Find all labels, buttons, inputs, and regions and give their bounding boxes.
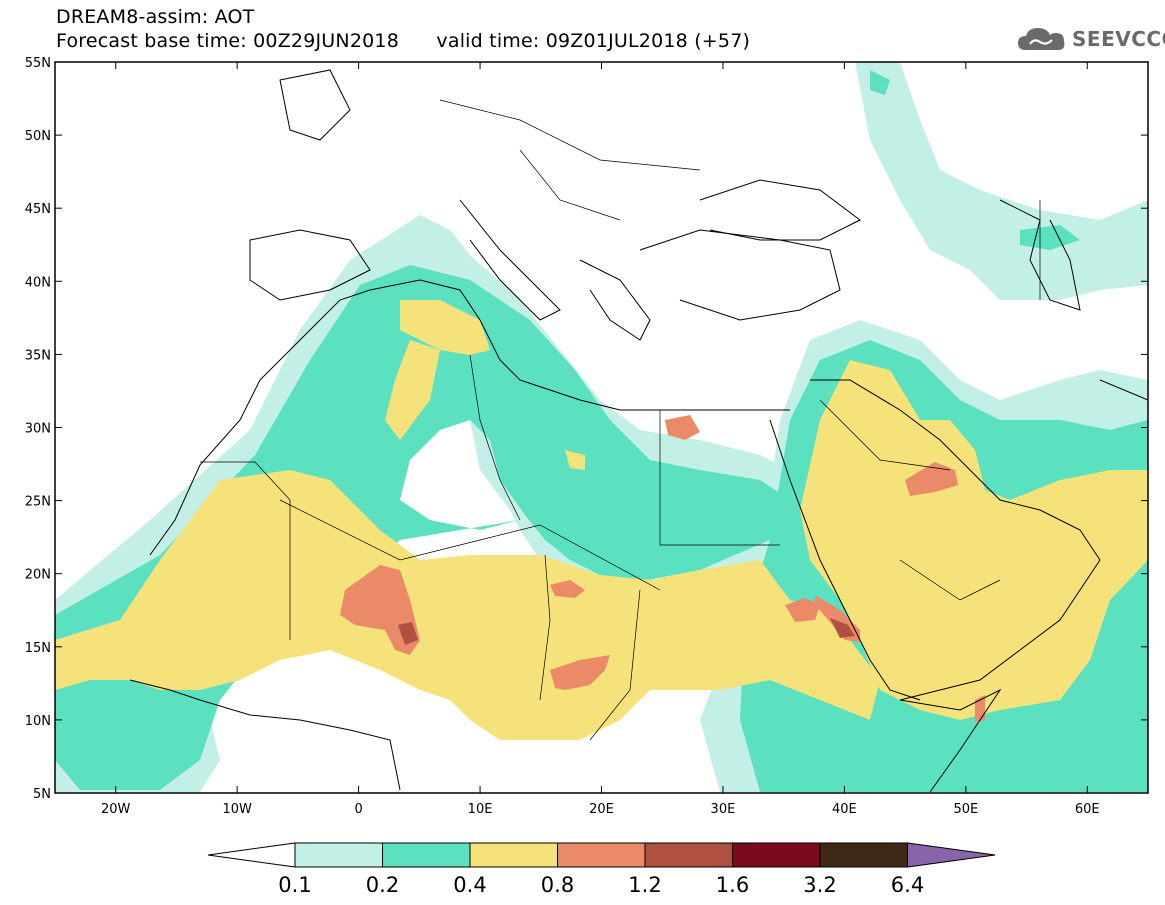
- colorbar-segment: [557, 842, 646, 868]
- aot-contour-0.4: [55, 470, 880, 740]
- lon-tick-label: 20E: [589, 802, 614, 817]
- lat-tick-label: 40N: [25, 275, 51, 290]
- aot-contour-0.2: [1020, 225, 1080, 250]
- lat-tick-label: 15N: [25, 641, 51, 656]
- lon-tick-label: 40E: [832, 802, 857, 817]
- aot-contour-0.4: [565, 450, 585, 470]
- coastline-red-sea: [769, 419, 921, 701]
- colorbar-label: 0.8: [541, 873, 574, 897]
- aot-contour-0.8: [550, 580, 585, 598]
- colorbar-segment: [382, 842, 471, 868]
- border: [589, 589, 641, 741]
- aot-contour-1.2: [830, 618, 855, 638]
- colorbar-segment: [819, 842, 908, 868]
- map-title: DREAM8-assim: AOT: [56, 6, 255, 28]
- border: [469, 354, 521, 521]
- colorbar-label: 1.6: [716, 873, 749, 897]
- lon-tick-label: 10W: [222, 802, 252, 817]
- border: [200, 461, 291, 640]
- colorbar-arrow-high: [907, 842, 996, 868]
- colorbar-label: 6.4: [891, 873, 924, 897]
- coastline-black-sea: [699, 179, 861, 241]
- lat-tick-label: 10N: [25, 714, 51, 729]
- border: [899, 559, 1001, 601]
- coastline-north-africa: [369, 279, 790, 411]
- coastline-turkey: [639, 229, 841, 321]
- lat-tick-label: 55N: [25, 56, 51, 71]
- border: [819, 399, 951, 471]
- logo-text: SEEVCCC: [1072, 27, 1165, 51]
- colorbar-segment: [732, 842, 821, 868]
- cloud-icon: [1018, 28, 1065, 50]
- aot-contour-0.8: [340, 565, 420, 655]
- aot-contour-1.2: [398, 622, 418, 645]
- border: [519, 149, 621, 221]
- border: [539, 554, 551, 701]
- aot-contour-0.4: [400, 300, 490, 355]
- colorbar-segment: [469, 842, 558, 868]
- coastline-horn: [899, 688, 1002, 793]
- coastline-india: [1099, 379, 1148, 401]
- lat-tick-label: 20N: [25, 568, 51, 583]
- lat-tick-label: 30N: [25, 422, 51, 437]
- aot-contour-0.8: [905, 462, 958, 496]
- lat-tick-label: 50N: [25, 129, 51, 144]
- lat-tick-label: 35N: [25, 348, 51, 363]
- coastline-west-africa: [149, 289, 371, 556]
- lat-tick-label: 25N: [25, 495, 51, 510]
- map-subtitle: Forecast base time: 00Z29JUN2018 valid t…: [56, 30, 751, 52]
- aot-contour-0.2: [870, 70, 890, 95]
- coastline-arabia-east: [810, 379, 1101, 701]
- colorbar-segment: [294, 842, 383, 868]
- coastline-uk: [279, 69, 351, 141]
- coastlines: [129, 69, 1148, 793]
- lon-tick-label: 50E: [953, 802, 978, 817]
- aot-contour-0.8: [665, 415, 700, 440]
- colorbar-arrow-low: [207, 842, 296, 868]
- border: [659, 410, 780, 546]
- aot-field: [55, 62, 1148, 792]
- country-borders: [200, 99, 1041, 741]
- seevccc-logo: SEEVCCC: [1016, 22, 1165, 56]
- colorbar-label: 0.1: [278, 873, 311, 897]
- aot-contour-0.1: [855, 62, 1148, 300]
- colorbar-label: 1.2: [628, 873, 661, 897]
- lon-tick-label: 30E: [711, 802, 736, 817]
- aot-contour-0.4: [800, 360, 1148, 720]
- coastline-iberia: [249, 229, 371, 301]
- longitude-ticks: 20W 10W 0 10E 20E 30E 40E 50E 60E: [101, 62, 1100, 817]
- lat-tick-label: 5N: [33, 787, 51, 802]
- coastline-greece: [579, 259, 651, 341]
- aot-contour-0.4: [385, 340, 440, 440]
- lon-tick-label: 0: [354, 802, 362, 817]
- lat-tick-label: 45N: [25, 202, 51, 217]
- border: [439, 99, 701, 171]
- aot-contour-0.8: [550, 655, 610, 690]
- coastline-italy: [459, 199, 561, 321]
- aot-contour-0.8: [785, 598, 820, 622]
- colorbar-label: 0.4: [453, 873, 486, 897]
- colorbar-label: 3.2: [803, 873, 836, 897]
- border: [279, 499, 661, 591]
- coastline-gulf-of-guinea: [129, 679, 401, 791]
- colorbar-label: 0.2: [366, 873, 399, 897]
- colorbar-segment: [644, 842, 733, 868]
- lon-tick-label: 20W: [101, 802, 131, 817]
- lon-tick-label: 10E: [468, 802, 493, 817]
- latitude-ticks: 55N 50N 45N 40N 35N 30N 25N 20N 15N 10N 5N: [25, 56, 1148, 802]
- lon-tick-label: 60E: [1075, 802, 1100, 817]
- colorbar: 0.1 0.2 0.4 0.8 1.2 1.6 3.2 6.4: [207, 842, 996, 897]
